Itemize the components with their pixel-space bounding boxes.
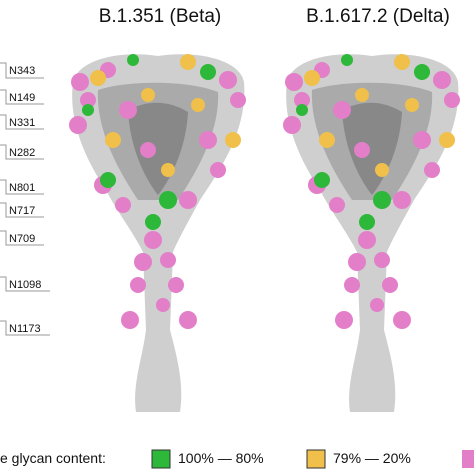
label-brackets	[0, 62, 50, 336]
legend-title: e glycan content:	[0, 450, 106, 466]
panel-title: B.1.617.2 (Delta)	[306, 6, 450, 27]
site-label: N1173	[9, 323, 41, 335]
legend-swatch	[306, 449, 326, 469]
legend-label: 100% — 80%	[178, 450, 264, 466]
site-label: N717	[9, 205, 35, 217]
site-label: N149	[9, 92, 35, 104]
spike-structure	[69, 54, 246, 412]
legend-swatch	[462, 450, 474, 468]
site-label: N331	[9, 117, 35, 129]
site-label: N343	[9, 65, 35, 77]
site-label: N1098	[9, 279, 41, 291]
legend-swatch	[151, 449, 171, 469]
legend-label: 79% — 20%	[333, 450, 411, 466]
panel-title: B.1.351 (Beta)	[99, 6, 222, 27]
site-label: N282	[9, 147, 35, 159]
site-label: N709	[9, 233, 35, 245]
spike-structure	[283, 54, 460, 412]
site-label: N801	[9, 182, 35, 194]
